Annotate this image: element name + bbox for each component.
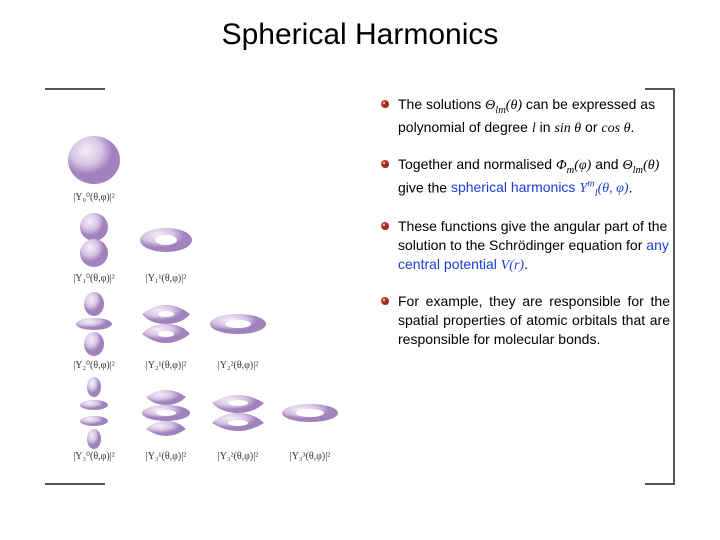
figure-cell: |Y₁¹(θ,φ)|²: [132, 209, 200, 284]
orbital-y33: [276, 377, 344, 449]
orbital-label: |Y₂¹(θ,φ)|²: [146, 360, 186, 371]
figure-cell: |Y₂¹(θ,φ)|²: [132, 290, 200, 371]
figure-cell: |Y₀⁰(θ,φ)|²: [60, 130, 128, 203]
orbital-label: |Y₂²(θ,φ)|²: [218, 360, 258, 371]
bullet-icon: [380, 99, 390, 109]
frame-line: [645, 88, 675, 90]
orbital-label: |Y₃²(θ,φ)|²: [218, 451, 258, 462]
figure-row: |Y₂⁰(θ,φ)|² |Y₂¹(θ,φ)|² |Y₂²(θ,φ)|²: [60, 290, 360, 371]
bullet-text: Together and normalised Φm(φ) and Θlm(θ)…: [398, 155, 670, 202]
frame-line: [45, 88, 105, 90]
orbital-label: |Y₁¹(θ,φ)|²: [146, 273, 186, 284]
frame-line: [673, 88, 675, 483]
orbital-y32: [204, 377, 272, 449]
figure-cell: |Y₃⁰(θ,φ)|²: [60, 377, 128, 462]
orbital-y00: [60, 130, 128, 190]
orbital-y20: [60, 290, 128, 358]
bullet-item: These functions give the angular part of…: [380, 217, 670, 276]
orbital-y21: [132, 290, 200, 358]
bullet-text: These functions give the angular part of…: [398, 217, 670, 276]
figure-cell: |Y₃¹(θ,φ)|²: [132, 377, 200, 462]
frame-line: [645, 483, 675, 485]
figure-row: |Y₃⁰(θ,φ)|² |Y₃¹(θ,φ)|² |Y₃²(θ,φ)|²: [60, 377, 360, 462]
orbital-y10: [60, 209, 128, 271]
figure-cell: |Y₂²(θ,φ)|²: [204, 290, 272, 371]
bullet-item: The solutions Θlm(θ) can be expressed as…: [380, 95, 670, 139]
orbital-label: |Y₂⁰(θ,φ)|²: [73, 360, 114, 371]
figure-cell: |Y₁⁰(θ,φ)|²: [60, 209, 128, 284]
orbital-label: |Y₀⁰(θ,φ)|²: [73, 192, 114, 203]
frame-line: [45, 483, 105, 485]
orbital-y30: [60, 377, 128, 449]
bullet-icon: [380, 296, 390, 306]
orbital-y11: [132, 209, 200, 271]
page-title: Spherical Harmonics: [0, 18, 720, 52]
orbital-y22: [204, 290, 272, 358]
bullet-icon: [380, 221, 390, 231]
bullet-icon: [380, 159, 390, 169]
bullet-text: For example, they are responsible for th…: [398, 292, 670, 349]
orbital-label: |Y₃¹(θ,φ)|²: [146, 451, 186, 462]
bullet-list: The solutions Θlm(θ) can be expressed as…: [380, 95, 670, 365]
figure-cell: |Y₂⁰(θ,φ)|²: [60, 290, 128, 371]
orbital-label: |Y₃⁰(θ,φ)|²: [73, 451, 114, 462]
orbital-label: |Y₁⁰(θ,φ)|²: [73, 273, 114, 284]
harmonics-figure: |Y₀⁰(θ,φ)|² |Y₁⁰(θ,φ)|² |Y₁¹(θ,φ)|²: [60, 130, 360, 468]
bullet-text: The solutions Θlm(θ) can be expressed as…: [398, 95, 670, 139]
figure-cell: |Y₃²(θ,φ)|²: [204, 377, 272, 462]
figure-row: |Y₀⁰(θ,φ)|²: [60, 130, 360, 203]
figure-row: |Y₁⁰(θ,φ)|² |Y₁¹(θ,φ)|²: [60, 209, 360, 284]
figure-cell: |Y₃³(θ,φ)|²: [276, 377, 344, 462]
orbital-y31: [132, 377, 200, 449]
bullet-item: For example, they are responsible for th…: [380, 292, 670, 349]
orbital-label: |Y₃³(θ,φ)|²: [290, 451, 330, 462]
bullet-item: Together and normalised Φm(φ) and Θlm(θ)…: [380, 155, 670, 202]
